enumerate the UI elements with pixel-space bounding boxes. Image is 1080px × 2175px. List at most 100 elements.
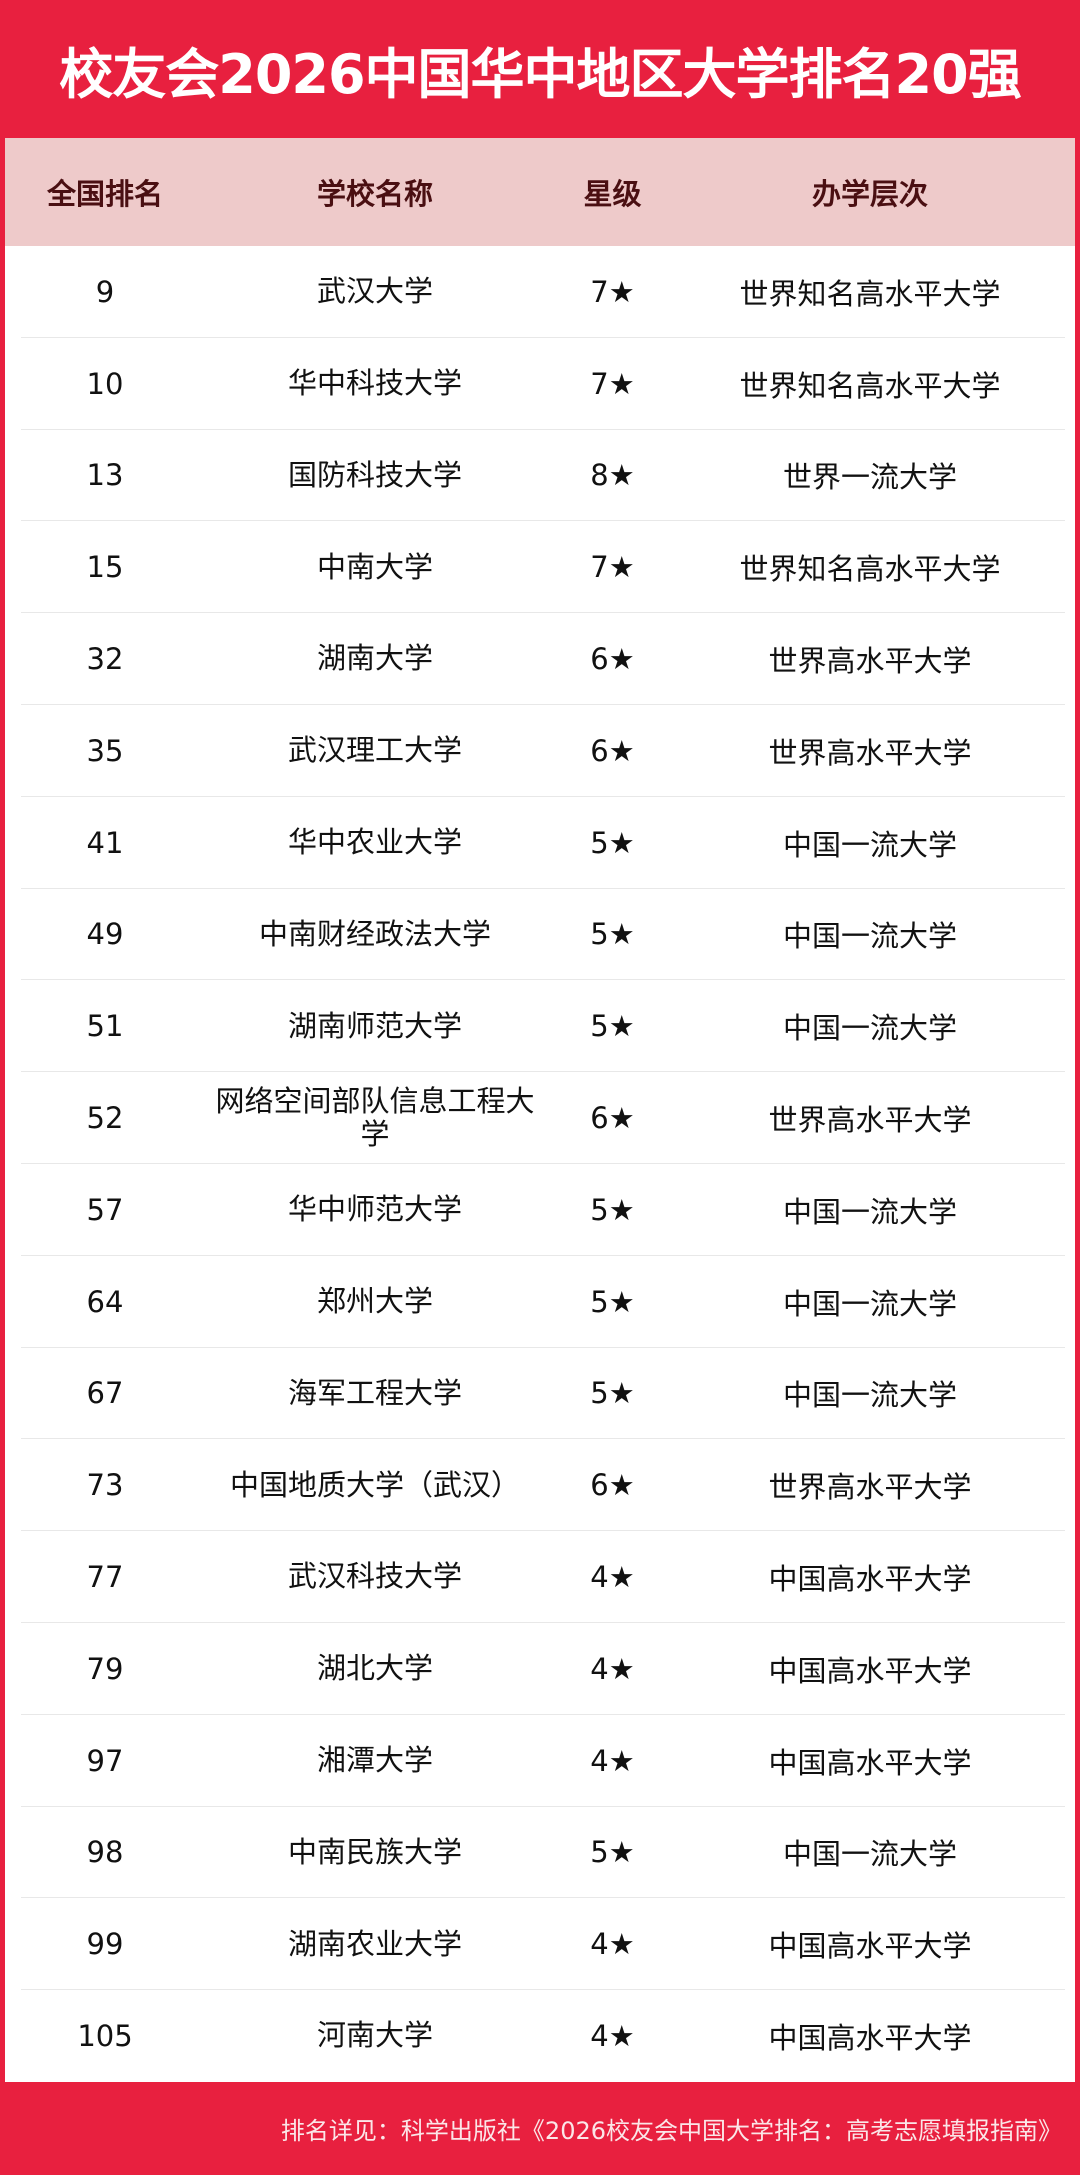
school-name-text: 国防科技大学 [287,457,462,492]
cell-school-level: 世界高水平大学 [685,1072,1055,1164]
rank-text: 15 [86,550,124,585]
table-row: 9 武汉大学 7★ 世界知名高水平大学 [5,246,1075,338]
cell-school-level: 中国高水平大学 [685,1898,1055,1990]
star-level-text: 4★ [590,1743,635,1778]
school-name-text: 中南财经政法大学 [258,916,491,951]
star-level-text: 7★ [590,366,635,401]
cell-school-level: 中国高水平大学 [685,1531,1055,1623]
cell-rank: 64 [30,1256,180,1348]
cell-school-level: 中国高水平大学 [685,1715,1055,1807]
school-level-text: 中国高水平大学 [768,1562,972,1597]
cell-school-name: 海军工程大学 [210,1348,540,1440]
rank-text: 13 [86,458,124,493]
school-level-text: 中国一流大学 [782,919,957,954]
school-level-text: 世界知名高水平大学 [739,276,1001,311]
rank-text: 73 [86,1468,124,1503]
cell-school-name: 武汉理工大学 [210,705,540,797]
cell-school-name: 郑州大学 [210,1256,540,1348]
table-row: 13 国防科技大学 8★ 世界一流大学 [5,430,1075,522]
cell-star-level: 6★ [550,705,675,797]
school-level-text: 中国高水平大学 [768,1745,972,1780]
star-level-text: 7★ [590,274,635,309]
cell-school-level: 世界高水平大学 [685,705,1055,797]
school-name-text: 湖南农业大学 [287,1926,462,1961]
table-row: 98 中南民族大学 5★ 中国一流大学 [5,1807,1075,1899]
school-name-text: 中国地质大学（武汉） [229,1467,520,1502]
rank-text: 32 [86,642,124,677]
star-level-text: 6★ [590,1468,635,1503]
cell-school-name: 湖南师范大学 [210,980,540,1072]
cell-school-name: 华中科技大学 [210,338,540,430]
cell-school-name: 湖南大学 [210,613,540,705]
table-row: 99 湖南农业大学 4★ 中国高水平大学 [5,1898,1075,1990]
star-level-text: 7★ [590,550,635,585]
school-name-text: 湖南大学 [316,641,433,676]
table-row: 51 湖南师范大学 5★ 中国一流大学 [5,980,1075,1072]
ranking-table: 全国排名 学校名称 星级 办学层次 9 武汉大学 7★ 世界知名高水平大学 10 华中科技… [5,138,1075,2082]
cell-school-name: 中南民族大学 [210,1807,540,1899]
rank-text: 49 [86,917,124,952]
cell-rank: 32 [30,613,180,705]
cell-rank: 98 [30,1807,180,1899]
school-name-text: 湖南师范大学 [287,1008,462,1043]
cell-star-level: 7★ [550,521,675,613]
cell-star-level: 5★ [550,1256,675,1348]
rank-text: 9 [95,274,115,309]
cell-star-level: 6★ [550,1439,675,1531]
cell-school-name: 中南大学 [210,521,540,613]
table-header: 全国排名 学校名称 星级 办学层次 [5,138,1075,246]
rank-text: 52 [86,1101,124,1136]
header-school-name: 学校名称 [316,177,433,211]
cell-school-level: 中国高水平大学 [685,1623,1055,1715]
star-level-text: 5★ [590,1376,635,1411]
school-level-text: 世界一流大学 [782,460,957,495]
cell-school-level: 世界知名高水平大学 [685,246,1055,338]
header-star-level: 星级 [583,177,642,211]
page-title: 校友会2026中国华中地区大学排名20强 [59,42,1021,106]
school-name-text: 湖北大学 [316,1651,433,1686]
cell-school-level: 世界一流大学 [685,430,1055,522]
star-level-text: 5★ [590,1835,635,1870]
cell-star-level: 7★ [550,338,675,430]
star-level-text: 4★ [590,1927,635,1962]
school-level-text: 世界高水平大学 [768,1103,972,1138]
cell-rank: 15 [30,521,180,613]
table-row: 105 河南大学 4★ 中国高水平大学 [5,1990,1075,2082]
cell-school-level: 中国一流大学 [685,797,1055,889]
cell-rank: 13 [30,430,180,522]
rank-text: 51 [86,1009,124,1044]
cell-school-level: 世界高水平大学 [685,1439,1055,1531]
cell-rank: 77 [30,1531,180,1623]
school-name-text: 湘潭大学 [316,1742,433,1777]
rank-text: 41 [86,825,124,860]
cell-school-name: 武汉大学 [210,246,540,338]
cell-school-name: 湘潭大学 [210,1715,540,1807]
school-level-text: 中国一流大学 [782,1286,957,1321]
star-level-text: 6★ [590,1101,635,1136]
table-row: 49 中南财经政法大学 5★ 中国一流大学 [5,889,1075,981]
cell-rank: 79 [30,1623,180,1715]
header-rank: 全国排名 [46,177,163,211]
cell-star-level: 5★ [550,797,675,889]
rank-text: 10 [86,366,124,401]
cell-school-name: 湖南农业大学 [210,1898,540,1990]
cell-school-name: 湖北大学 [210,1623,540,1715]
school-level-text: 中国一流大学 [782,827,957,862]
school-name-text: 郑州大学 [316,1283,433,1318]
cell-star-level: 8★ [550,430,675,522]
cell-rank: 10 [30,338,180,430]
school-name-text: 河南大学 [316,2018,433,2053]
cell-star-level: 4★ [550,1898,675,1990]
cell-star-level: 4★ [550,1623,675,1715]
cell-rank: 9 [30,246,180,338]
table-row: 52 网络空间部队信息工程大学 6★ 世界高水平大学 [5,1072,1075,1164]
school-level-text: 世界高水平大学 [768,1470,972,1505]
school-level-text: 中国一流大学 [782,1378,957,1413]
school-name-text: 海军工程大学 [287,1375,462,1410]
star-level-text: 4★ [590,1651,635,1686]
rank-text: 99 [86,1927,124,1962]
cell-school-name: 国防科技大学 [210,430,540,522]
cell-school-name: 中国地质大学（武汉） [210,1439,540,1531]
cell-star-level: 5★ [550,1807,675,1899]
cell-school-level: 中国一流大学 [685,1348,1055,1440]
